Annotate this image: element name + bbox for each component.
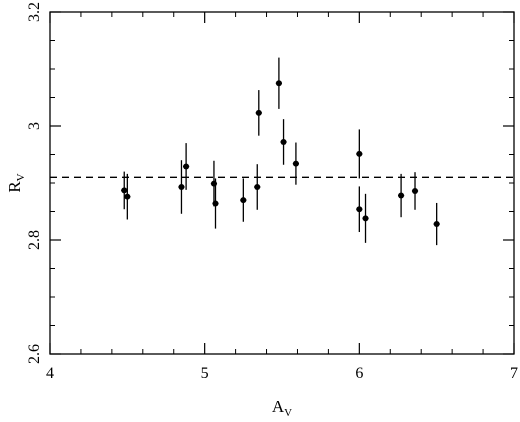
data-point xyxy=(178,183,185,190)
data-point xyxy=(356,150,363,157)
x-tick-label: 5 xyxy=(201,365,209,382)
y-tick-label: 3.2 xyxy=(26,2,43,22)
ticks-group xyxy=(49,11,515,355)
plot-frame xyxy=(49,11,515,355)
data-point-group xyxy=(212,178,219,229)
y-axis-label-sub: V xyxy=(15,173,27,181)
x-tick-label: 4 xyxy=(46,365,54,382)
tick-labels-group: 4 5 6 7 2.6 2.8 3 3.2 xyxy=(26,2,518,382)
y-tick-label: 3 xyxy=(26,122,43,130)
x-axis-label-main: A xyxy=(272,397,285,416)
data-point-group xyxy=(275,57,282,109)
data-point xyxy=(183,163,190,170)
data-points-group xyxy=(121,57,440,246)
data-point xyxy=(280,138,287,145)
data-point xyxy=(433,221,440,228)
data-point xyxy=(121,187,128,194)
data-point-group xyxy=(255,90,262,136)
data-point xyxy=(362,215,369,222)
data-point-group xyxy=(121,171,128,210)
y-tick-label: 2.8 xyxy=(26,230,43,250)
x-tick-label: 6 xyxy=(355,365,363,382)
data-point-group xyxy=(240,178,247,222)
data-point xyxy=(255,109,262,116)
data-point xyxy=(240,197,247,204)
data-point xyxy=(412,187,419,194)
data-point xyxy=(356,206,363,213)
data-point xyxy=(398,192,405,199)
data-point-group xyxy=(280,119,287,165)
data-point-group xyxy=(411,172,419,210)
data-point-group xyxy=(356,186,363,233)
data-point xyxy=(275,80,282,87)
data-point-group xyxy=(254,164,261,210)
data-point-group xyxy=(178,160,185,214)
data-point-group xyxy=(398,173,405,218)
data-point-group xyxy=(433,202,440,246)
y-tick-label: 2.6 xyxy=(26,344,43,364)
x-axis-label-sub: V xyxy=(284,407,292,419)
y-axis-label: RV xyxy=(5,173,27,192)
data-point-group xyxy=(292,142,300,185)
data-point-group xyxy=(362,193,369,243)
data-point-group xyxy=(356,129,363,179)
data-point-group xyxy=(124,173,131,220)
data-point xyxy=(292,160,299,167)
data-point xyxy=(124,193,131,200)
x-tick-label: 7 xyxy=(510,365,518,382)
y-axis-label-main: R xyxy=(5,181,24,193)
data-point xyxy=(212,200,219,207)
data-point xyxy=(254,183,261,190)
x-axis-label: AV xyxy=(272,397,292,419)
data-point-group xyxy=(183,143,190,190)
plot-frame-group xyxy=(49,11,515,355)
